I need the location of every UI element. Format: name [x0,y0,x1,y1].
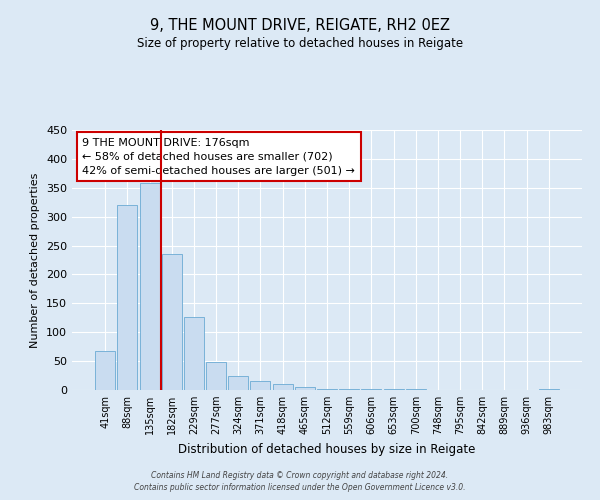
Bar [317,389,337,390]
Bar [162,254,182,390]
Bar [118,205,137,390]
Bar [339,389,359,390]
X-axis label: Distribution of detached houses by size in Reigate: Distribution of detached houses by size … [178,442,476,456]
Bar [228,376,248,390]
Text: Contains public sector information licensed under the Open Government Licence v3: Contains public sector information licen… [134,484,466,492]
Text: 9 THE MOUNT DRIVE: 176sqm
← 58% of detached houses are smaller (702)
42% of semi: 9 THE MOUNT DRIVE: 176sqm ← 58% of detac… [82,138,355,176]
Text: Size of property relative to detached houses in Reigate: Size of property relative to detached ho… [137,38,463,51]
Bar [295,387,315,390]
Text: Contains HM Land Registry data © Crown copyright and database right 2024.: Contains HM Land Registry data © Crown c… [151,471,449,480]
Y-axis label: Number of detached properties: Number of detached properties [31,172,40,348]
Bar [272,384,293,390]
Bar [140,183,160,390]
Bar [539,389,559,390]
Text: 9, THE MOUNT DRIVE, REIGATE, RH2 0EZ: 9, THE MOUNT DRIVE, REIGATE, RH2 0EZ [150,18,450,32]
Bar [206,362,226,390]
Bar [184,317,204,390]
Bar [95,352,115,390]
Bar [250,382,271,390]
